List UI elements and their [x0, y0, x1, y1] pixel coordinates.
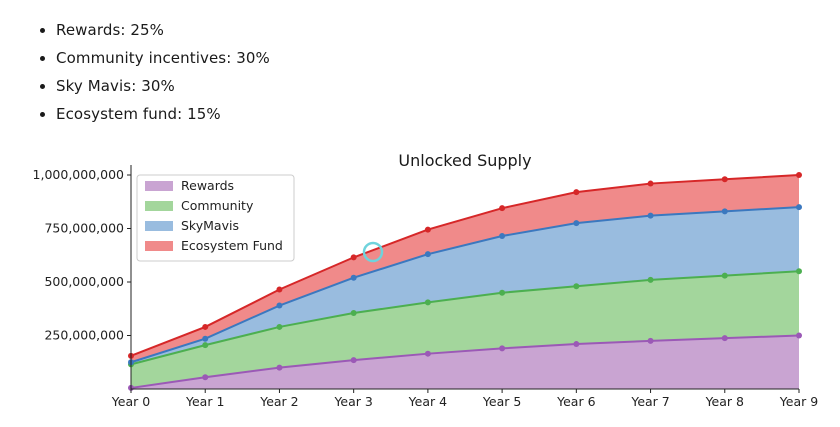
- point-ecosystem-fund-4: [424, 226, 431, 233]
- legend-swatch-ecosystem-fund: [145, 241, 173, 251]
- point-ecosystem-fund-1: [202, 323, 209, 330]
- series-points: [128, 172, 802, 391]
- x-tick-label: Year 3: [333, 394, 372, 409]
- y-tick-label: 750,000,000: [44, 221, 124, 236]
- point-rewards-5: [499, 345, 506, 352]
- legend-label-community: Community: [181, 198, 254, 213]
- legend-swatch-skymavis: [145, 221, 173, 231]
- point-rewards-7: [647, 337, 654, 344]
- point-skymavis-8: [721, 208, 728, 215]
- point-community-9: [796, 268, 802, 275]
- area-layers: [131, 175, 799, 389]
- line-community: [130, 270, 800, 366]
- area-community: [131, 271, 799, 388]
- allocation-item-ecosystem: Ecosystem fund: 15%: [56, 100, 270, 128]
- point-skymavis-9: [796, 204, 802, 211]
- area-ecosystem-fund: [131, 175, 799, 363]
- point-skymavis-1: [202, 335, 209, 342]
- point-skymavis-2: [276, 302, 283, 309]
- legend-swatch-community: [145, 201, 173, 211]
- legend-box: [136, 174, 295, 262]
- point-community-4: [424, 299, 431, 306]
- point-rewards-6: [573, 341, 580, 348]
- x-tick-label: Year 0: [111, 394, 150, 409]
- chart-legend: Rewards Community SkyMavis Ecosystem Fund: [136, 174, 295, 262]
- point-community-3: [350, 310, 357, 317]
- point-rewards-8: [721, 335, 728, 342]
- x-tick-label: Year 4: [408, 394, 447, 409]
- point-community-6: [573, 283, 580, 290]
- x-tick-label: Year 6: [556, 394, 595, 409]
- allocation-item-rewards: Rewards: 25%: [56, 16, 270, 44]
- x-tick-label: Year 8: [705, 394, 744, 409]
- legend-label-ecosystem-fund: Ecosystem Fund: [181, 238, 283, 253]
- point-rewards-1: [202, 374, 209, 381]
- line-skymavis: [130, 206, 800, 364]
- point-rewards-9: [796, 332, 802, 339]
- y-tick-label: 1,000,000,000: [33, 167, 124, 182]
- series-lines: [130, 174, 800, 389]
- allocation-item-community: Community incentives: 30%: [56, 44, 270, 72]
- point-skymavis-7: [647, 212, 654, 219]
- x-tick-label: Year 2: [259, 394, 298, 409]
- allocation-item-sky-mavis: Sky Mavis: 30%: [56, 72, 270, 100]
- point-rewards-2: [276, 364, 283, 371]
- cursor-highlight: [362, 241, 384, 263]
- legend-label-rewards: Rewards: [181, 178, 234, 193]
- chart-title: Unlocked Supply: [398, 151, 531, 170]
- point-ecosystem-fund-3: [350, 254, 357, 261]
- point-community-8: [721, 272, 728, 279]
- line-rewards: [130, 334, 800, 389]
- x-tick-label: Year 9: [779, 394, 818, 409]
- line-ecosystem-fund: [130, 174, 800, 357]
- point-community-2: [276, 323, 283, 330]
- point-ecosystem-fund-5: [499, 205, 506, 212]
- point-skymavis-3: [350, 274, 357, 281]
- x-tick-label: Year 5: [482, 394, 521, 409]
- legend-label-skymavis: SkyMavis: [181, 218, 239, 233]
- area-skymavis: [131, 207, 799, 365]
- point-ecosystem-fund-7: [647, 180, 654, 187]
- area-rewards: [131, 335, 799, 389]
- x-tick-label: Year 1: [185, 394, 224, 409]
- legend-swatch-rewards: [145, 181, 173, 191]
- y-tick-label: 250,000,000: [44, 328, 124, 343]
- point-community-5: [499, 289, 506, 296]
- chart-axes: Year 0 Year 1 Year 2 Year 3 Year 4 Year 5 Year…: [33, 165, 818, 409]
- y-tick-label: 500,000,000: [44, 274, 124, 289]
- point-community-7: [647, 276, 654, 283]
- point-skymavis-4: [424, 251, 431, 258]
- point-ecosystem-fund-6: [573, 189, 580, 196]
- point-skymavis-6: [573, 220, 580, 227]
- point-ecosystem-fund-2: [276, 286, 283, 293]
- point-community-1: [202, 342, 209, 349]
- x-tick-label: Year 7: [630, 394, 669, 409]
- point-ecosystem-fund-9: [796, 172, 802, 178]
- point-skymavis-5: [499, 232, 506, 239]
- point-rewards-4: [424, 350, 431, 357]
- point-ecosystem-fund-8: [721, 176, 728, 183]
- allocation-list: Rewards: 25% Community incentives: 30% S…: [34, 16, 270, 128]
- point-rewards-3: [350, 357, 357, 364]
